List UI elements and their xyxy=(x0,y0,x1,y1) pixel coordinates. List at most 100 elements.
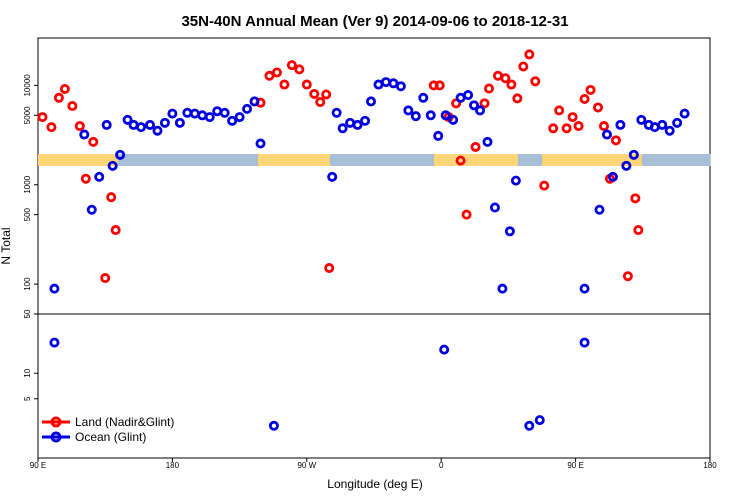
band-segment xyxy=(262,154,267,166)
band-segment xyxy=(514,154,519,166)
legend-land-label: Land (Nadir&Glint) xyxy=(75,415,174,429)
band-segment xyxy=(682,154,687,166)
band-segment xyxy=(138,154,143,166)
land-point xyxy=(579,93,590,104)
land-point xyxy=(434,80,445,91)
band-segment xyxy=(234,154,239,166)
band-segment xyxy=(302,154,307,166)
land-point xyxy=(271,67,282,78)
ocean-point xyxy=(482,136,493,147)
ocean-point xyxy=(86,204,97,215)
land-point xyxy=(321,89,332,100)
ocean-point xyxy=(152,125,163,136)
band-segment xyxy=(154,154,159,166)
ocean-point xyxy=(607,171,618,182)
band-segment xyxy=(218,154,223,166)
band-segment xyxy=(310,154,315,166)
y-axis-label: N Total xyxy=(0,227,13,264)
ocean-point xyxy=(360,115,371,126)
land-point xyxy=(100,273,111,284)
y-tick-label: 50 xyxy=(23,309,32,318)
band-segment xyxy=(518,154,523,166)
band-segment xyxy=(678,154,683,166)
land-point xyxy=(598,121,609,132)
plot-frame-lower xyxy=(37,313,711,459)
band-segment xyxy=(330,154,335,166)
ocean-point xyxy=(621,160,632,171)
land-point xyxy=(37,112,48,123)
band-segment xyxy=(62,154,67,166)
land-point xyxy=(593,102,604,113)
band-segment xyxy=(206,154,211,166)
ocean-point xyxy=(101,119,112,130)
ocean-point xyxy=(425,110,436,121)
chart-title: 35N-40N Annual Mean (Ver 9) 2014-09-06 t… xyxy=(181,13,568,30)
y-axis: 100 500 1000 5000 10000 5 10 50 xyxy=(23,74,38,401)
band-segment xyxy=(670,154,675,166)
band-segment xyxy=(286,154,291,166)
band-segment xyxy=(414,154,419,166)
ocean-point xyxy=(664,125,675,136)
band-segment xyxy=(38,154,43,166)
band-segment xyxy=(470,154,475,166)
band-segment xyxy=(274,154,279,166)
band-segment xyxy=(342,154,347,166)
legend: Land (Nadir&Glint) Ocean (Glint) xyxy=(42,415,174,444)
band-segment xyxy=(350,154,355,166)
ocean-point xyxy=(122,114,133,125)
band-segment xyxy=(78,154,83,166)
band-segment xyxy=(118,154,123,166)
legend-ocean-marker xyxy=(50,431,62,443)
band-segment xyxy=(110,154,115,166)
band-segment xyxy=(566,154,571,166)
land-point xyxy=(309,88,320,99)
band-segment xyxy=(694,154,699,166)
land-point xyxy=(294,64,305,75)
land-point xyxy=(548,123,559,134)
band-segment xyxy=(170,154,175,166)
band-segment xyxy=(546,154,551,166)
land-point xyxy=(461,209,472,220)
band-segment xyxy=(522,154,527,166)
ocean-point xyxy=(255,138,266,149)
band-segment xyxy=(478,154,483,166)
x-axis-label: Longitude (deg E) xyxy=(327,477,422,491)
band-segment xyxy=(162,154,167,166)
band-segment xyxy=(562,154,567,166)
land-point xyxy=(500,73,511,84)
band-segment xyxy=(386,154,391,166)
x-tick-label: 90 E xyxy=(567,461,583,470)
ocean-point xyxy=(337,123,348,134)
band-segment xyxy=(94,154,99,166)
band-segment xyxy=(178,154,183,166)
land-point xyxy=(479,98,490,109)
band-segment xyxy=(266,154,271,166)
ocean-point xyxy=(212,106,223,117)
x-tick-label: 180 xyxy=(703,461,717,470)
band-segment xyxy=(630,154,635,166)
band-segment xyxy=(594,154,599,166)
land-point xyxy=(483,83,494,94)
band-segment xyxy=(134,154,139,166)
ocean-point xyxy=(242,103,253,114)
land-point xyxy=(506,79,517,90)
band-segment xyxy=(258,154,263,166)
y-tick-label: 10 xyxy=(23,368,32,377)
band-segment xyxy=(558,154,563,166)
band-segment xyxy=(278,154,283,166)
land-point xyxy=(470,141,481,152)
band-segment xyxy=(498,154,503,166)
band-segment xyxy=(58,154,63,166)
land-point xyxy=(622,271,633,282)
band-segment xyxy=(458,154,463,166)
band-segment xyxy=(150,154,155,166)
ocean-point xyxy=(159,117,170,128)
ocean-point xyxy=(439,344,450,355)
land-point xyxy=(286,60,297,71)
band-segment xyxy=(42,154,47,166)
band-segment xyxy=(354,154,359,166)
band-segment xyxy=(650,154,655,166)
band-segment xyxy=(186,154,191,166)
band-segment xyxy=(410,154,415,166)
band-segment xyxy=(486,154,491,166)
